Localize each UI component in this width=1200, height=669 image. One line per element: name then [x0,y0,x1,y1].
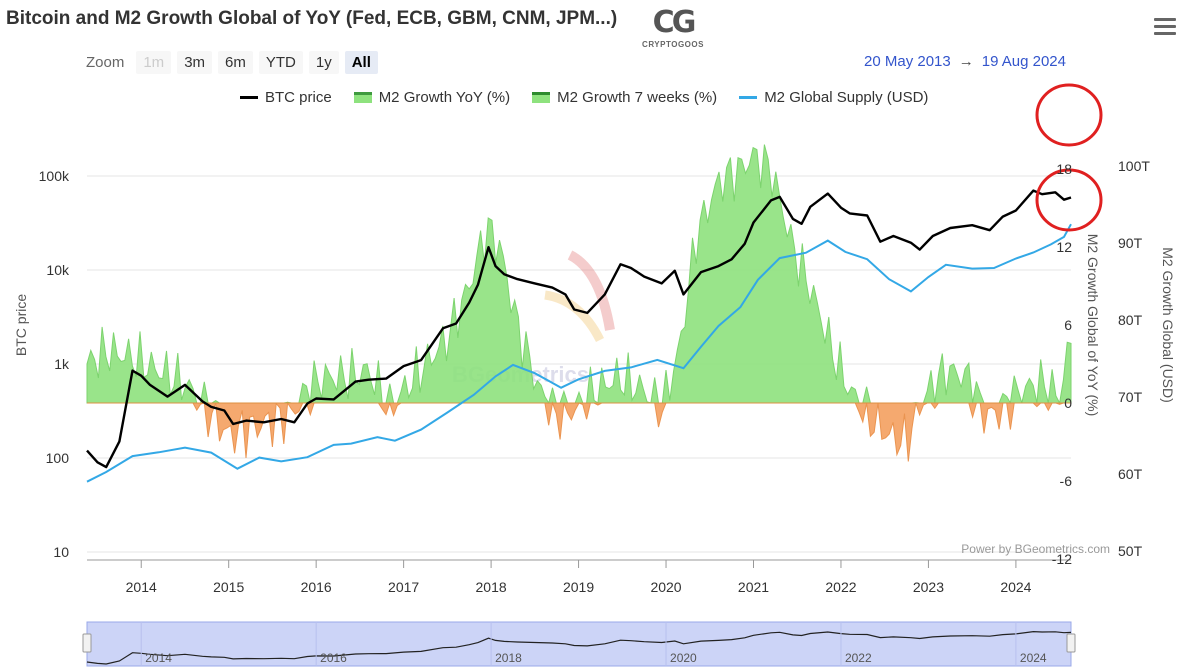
watermark-text: BGeometrics [452,362,589,387]
navigator-range-mask [86,621,1072,667]
btc-axis-tick-label: 10k [46,262,70,278]
legend-label: M2 Growth 7 weeks (%) [557,89,718,106]
x-axis-tick-label: 2018 [476,579,507,595]
legend-symbol-m2-global-supply [739,96,758,99]
x-axis-tick-label: 2019 [563,579,594,595]
x-axis-tick-label: 2015 [213,579,244,595]
watermark-mark [567,250,615,331]
supply-axis-tick-label: 100T [1118,158,1150,174]
growth-axis-tick-label: -12 [1052,551,1072,567]
supply-axis-tick-label: 50T [1118,543,1143,559]
legend-symbol-m2-growth-yoy [353,92,372,103]
growth-axis-tick-label: 12 [1056,239,1072,255]
btc-axis-tick-label: 1k [54,356,70,372]
navigator: 2014 2016 2018 2020 2022 2024 [82,621,1076,667]
range-from-date[interactable]: 20 May 2013 [864,53,951,70]
legend-label: M2 Global Supply (USD) [764,89,929,106]
date-range: 20 May 2013 → 19 Aug 2024 [864,53,1066,70]
x-axis-tick-label: 2017 [388,579,419,595]
zoom-button-all[interactable]: All [344,50,378,74]
zoom-button-1m[interactable]: 1m [136,50,172,74]
m2-global-supply-line [86,223,1072,483]
legend-symbol-m2-growth-7-weeks [532,92,551,103]
btc-axis-tick-label: 100 [46,450,70,466]
navigator-tick-label: 2014 [145,651,172,665]
supply-axis-tick-label: 80T [1118,312,1143,328]
supply-axis-title: M2 Growth Global (USD) [1160,247,1176,403]
watermark-mark [544,290,605,343]
x-axis-tick-label: 2024 [1000,579,1031,595]
supply-axis-tick-label: 70T [1118,389,1143,405]
btc-price-line [86,189,1072,469]
zoom-selector: Zoom 1m 3m 6m YTD 1y All [86,50,378,74]
x-axis-tick-label: 2022 [825,579,856,595]
hamburger-menu-icon[interactable] [1154,18,1176,36]
m2-growth-negative-area [87,401,1071,462]
x-axis-tick-label: 2023 [913,579,944,595]
navigator-tick-label: 2024 [1020,651,1047,665]
zoom-label: Zoom [86,53,125,71]
legend-label: BTC price [265,89,332,106]
x-axis-tick-label: 2021 [738,579,769,595]
btc-axis-tick-label: 10 [53,544,69,560]
zoom-button-3m[interactable]: 3m [177,50,213,74]
x-axis-tick-label: 2014 [126,579,157,595]
supply-axis-tick-label: 90T [1118,235,1143,251]
zoom-button-1y[interactable]: 1y [308,50,339,74]
navigator-btc-line [86,630,1072,665]
highlight-circle-btc-price [1035,168,1103,232]
logo-mark: CG [652,5,697,40]
range-to-date[interactable]: 19 Aug 2024 [981,53,1066,70]
legend-symbol-btc-price [240,96,258,99]
navigator-tick-label: 2022 [845,651,872,665]
btc-axis-title: BTC price [13,294,29,356]
chart-legend: BTC price M2 Growth YoY (%) M2 Growth 7 … [240,89,928,106]
growth-axis-tick-label: 18 [1056,161,1072,177]
m2-growth-positive-area [86,144,1072,405]
growth-axis-title: M2 Growth Global of YoY (%) [1085,234,1101,417]
zoom-button-6m[interactable]: 6m [218,50,253,74]
legend-label: M2 Growth YoY (%) [378,89,511,106]
x-axis-tick-label: 2016 [301,579,332,595]
growth-axis-tick-label: -6 [1060,473,1073,489]
navigator-handle-right[interactable] [1066,633,1076,653]
zoom-button-ytd[interactable]: YTD [258,50,303,74]
watermark: BGeometrics [452,250,615,387]
navigator-tick-label: 2016 [320,651,347,665]
navigator-handle-left[interactable] [82,633,92,653]
highlight-circle-m2-supply [1035,83,1103,147]
btc-axis-tick-label: 100k [39,168,70,184]
supply-axis-tick-label: 60T [1118,466,1143,482]
logo-text: CRYPTOGOOS [642,40,704,49]
cryptogoos-logo: CG CRYPTOGOOS [628,8,718,56]
growth-axis-tick-label: 6 [1064,317,1072,333]
legend-item-btc-price[interactable]: BTC price [240,89,332,106]
navigator-tick-label: 2020 [670,651,697,665]
chart-title: Bitcoin and M2 Growth Global of YoY (Fed… [6,8,618,29]
growth-axis-tick-label: 0 [1064,395,1072,411]
legend-item-m2-growth-7-weeks[interactable]: M2 Growth 7 weeks (%) [532,89,717,106]
legend-item-m2-global-supply[interactable]: M2 Global Supply (USD) [739,89,928,106]
navigator-tick-label: 2018 [495,651,522,665]
credits-text: Power by BGeometrics.com [961,542,1110,556]
legend-item-m2-growth-yoy[interactable]: M2 Growth YoY (%) [353,89,511,106]
x-axis-tick-label: 2020 [650,579,681,595]
range-arrow-icon: → [958,53,974,70]
